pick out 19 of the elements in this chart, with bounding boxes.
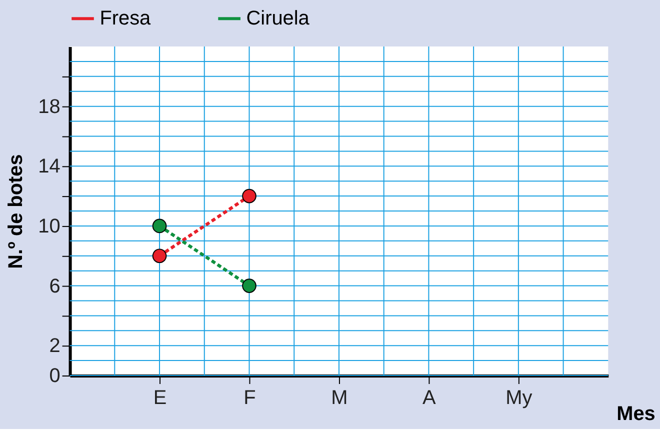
x-tick-label: E (153, 386, 167, 409)
y-tick-label: 6 (49, 275, 60, 298)
point (152, 218, 167, 234)
y-tick-label: 10 (38, 215, 60, 238)
y-axis-title: N.º de botes (5, 154, 28, 269)
x-tick-label: A (422, 386, 437, 409)
point (152, 248, 167, 264)
y-tick-label: 2 (49, 335, 60, 358)
point (242, 278, 256, 293)
x-tick-label: F (244, 386, 256, 409)
y-tick-label: 18 (38, 96, 60, 118)
y-tick-label: 14 (38, 156, 60, 178)
x-tick-label: My (506, 386, 532, 409)
x-axis-title: Mes (616, 402, 656, 425)
legend-label: Fresa (100, 8, 152, 30)
legend-label: Ciruela (246, 8, 310, 30)
point (242, 188, 256, 204)
x-tick-label: M (331, 386, 348, 409)
y-tick-label: 0 (49, 364, 60, 387)
